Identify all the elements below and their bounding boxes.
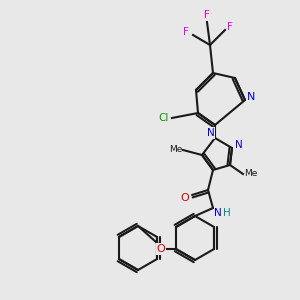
Text: Me: Me (169, 146, 183, 154)
Text: N: N (214, 208, 222, 218)
Text: F: F (227, 22, 233, 32)
Text: O: O (157, 244, 165, 254)
Text: N: N (235, 140, 243, 150)
Text: O: O (181, 193, 189, 203)
Text: Me: Me (244, 169, 258, 178)
Text: N: N (207, 128, 215, 138)
Text: Cl: Cl (159, 113, 169, 123)
Text: H: H (223, 208, 231, 218)
Text: F: F (183, 27, 189, 37)
Text: N: N (247, 92, 255, 102)
Text: F: F (204, 10, 210, 20)
